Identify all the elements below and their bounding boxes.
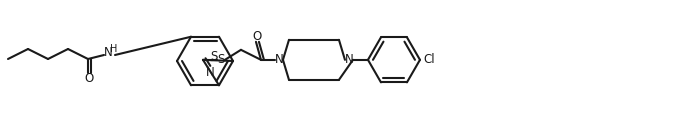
Text: S: S bbox=[210, 50, 217, 63]
Text: O: O bbox=[84, 72, 93, 84]
Text: O: O bbox=[252, 30, 261, 43]
Text: Cl: Cl bbox=[423, 53, 435, 66]
Text: H: H bbox=[110, 44, 118, 54]
Text: S: S bbox=[217, 53, 224, 66]
Text: N: N bbox=[275, 53, 284, 66]
Text: N: N bbox=[206, 66, 214, 79]
Text: N: N bbox=[104, 46, 112, 60]
Text: N: N bbox=[344, 53, 353, 66]
